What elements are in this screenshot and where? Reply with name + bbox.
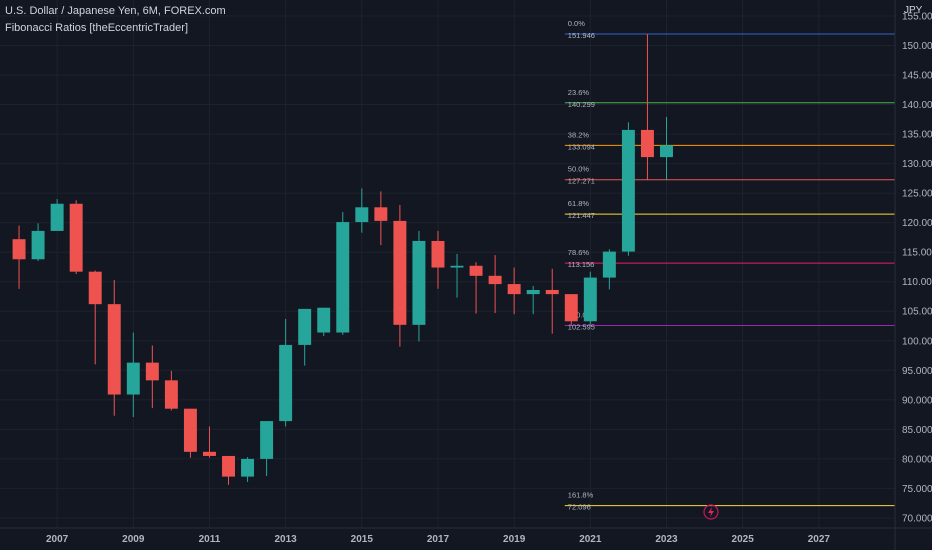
candle-bear — [564, 294, 578, 322]
fib-ratio-label: 100.0% — [568, 310, 594, 319]
fib-ratio-label: 38.2% — [568, 130, 590, 139]
lightning-icon[interactable] — [703, 504, 719, 520]
candles — [12, 34, 673, 485]
fib-ratio-label: 0.0% — [568, 19, 585, 28]
y-tick-label: 70.000 — [902, 513, 932, 524]
candle-bull — [355, 207, 369, 223]
candle-bull — [126, 362, 140, 395]
x-tick-label: 2009 — [122, 534, 145, 545]
y-tick-label: 110.000 — [902, 277, 932, 288]
y-tick-label: 135.000 — [902, 130, 932, 141]
fib-price-label: 140.299 — [568, 100, 595, 109]
candle-bull — [336, 222, 350, 333]
x-tick-label: 2017 — [427, 534, 450, 545]
candle-bear — [69, 203, 83, 272]
candle-bear — [183, 408, 197, 452]
y-tick-label: 125.000 — [902, 189, 932, 200]
candle-bear — [12, 239, 26, 260]
candle-bear — [222, 455, 235, 477]
candle-bear — [88, 271, 102, 305]
y-tick-label: 120.000 — [902, 218, 932, 229]
fib-price-label: 151.946 — [568, 31, 595, 40]
x-tick-label: 2011 — [199, 534, 221, 545]
fib-price-label: 121.447 — [568, 211, 595, 220]
y-tick-label: 105.000 — [902, 307, 932, 318]
candle-bear — [374, 207, 388, 221]
candle-bull — [602, 251, 616, 278]
candle-bear — [640, 129, 654, 158]
fib-price-label: 102.595 — [568, 322, 595, 331]
candle-bull — [50, 203, 64, 231]
candle-bear — [469, 265, 483, 276]
y-tick-label: 130.000 — [902, 159, 932, 170]
candle-bull — [621, 129, 635, 252]
candle-bull — [526, 289, 540, 295]
fib-price-label: 113.156 — [568, 260, 595, 269]
candle-bear — [507, 284, 521, 295]
y-tick-label: 95.000 — [902, 366, 932, 377]
candle-bear — [488, 275, 502, 285]
x-tick-label: 2023 — [655, 534, 678, 545]
x-tick-label: 2021 — [579, 534, 602, 545]
price-axis[interactable]: 70.000 75.000 80.000 85.000 90.000 95.000 100.… — [902, 11, 932, 524]
x-tick-label: 2025 — [732, 534, 755, 545]
candle-bull — [583, 277, 597, 322]
fib-price-label: 133.094 — [568, 142, 595, 151]
candle-bear — [145, 362, 159, 381]
currency-label: JPY — [904, 5, 923, 16]
y-tick-label: 75.000 — [902, 484, 932, 495]
candle-bear — [202, 451, 216, 456]
fib-price-label: 127.271 — [568, 177, 595, 186]
candle-bear — [164, 380, 178, 409]
symbol-title[interactable]: U.S. Dollar / Japanese Yen, 6M, FOREX.co… — [5, 5, 226, 17]
x-tick-label: 2015 — [351, 534, 374, 545]
y-tick-label: 150.000 — [902, 41, 932, 52]
fib-ratio-label: 78.6% — [568, 248, 590, 257]
candle-bull — [317, 307, 331, 333]
candle-bear — [107, 304, 121, 395]
fib-ratio-label: 61.8% — [568, 199, 590, 208]
y-tick-label: 115.000 — [902, 248, 932, 259]
y-tick-label: 140.000 — [902, 100, 932, 111]
x-tick-label: 2013 — [275, 534, 298, 545]
candle-bear — [431, 240, 445, 268]
y-tick-label: 145.000 — [902, 71, 932, 82]
candle-bear — [545, 289, 559, 295]
candle-bull — [279, 344, 293, 422]
candle-bull — [298, 308, 312, 345]
fib-price-label: 72.096 — [568, 503, 591, 512]
candle-bull — [31, 230, 45, 260]
y-tick-label: 85.000 — [902, 425, 932, 436]
candle-bull — [241, 458, 255, 477]
candle-bull — [660, 145, 673, 158]
fib-ratio-label: 23.6% — [568, 88, 590, 97]
candle-bull — [412, 240, 426, 325]
fib-ratio-label: 161.8% — [568, 491, 594, 500]
y-tick-label: 155.000 — [902, 11, 932, 22]
x-tick-label: 2019 — [503, 534, 526, 545]
fibonacci-levels: 0.0% 151.946 23.6% 140.299 38.2% 133.094 50.0%… — [564, 19, 895, 512]
candle-bear — [393, 220, 407, 325]
candle-bull — [450, 265, 464, 268]
time-axis[interactable]: 2007 2009 2011 2013 2015 2017 2019 2021 2023 2025… — [46, 534, 830, 545]
x-tick-label: 2007 — [46, 534, 69, 545]
y-tick-label: 80.000 — [902, 454, 932, 465]
x-tick-label: 2027 — [808, 534, 831, 545]
y-tick-label: 90.000 — [902, 395, 932, 406]
fib-ratio-label: 50.0% — [568, 165, 590, 174]
y-tick-label: 100.000 — [902, 336, 932, 347]
candle-bull — [260, 421, 274, 459]
indicator-label[interactable]: Fibonacci Ratios [theEccentricTrader] — [5, 22, 188, 34]
